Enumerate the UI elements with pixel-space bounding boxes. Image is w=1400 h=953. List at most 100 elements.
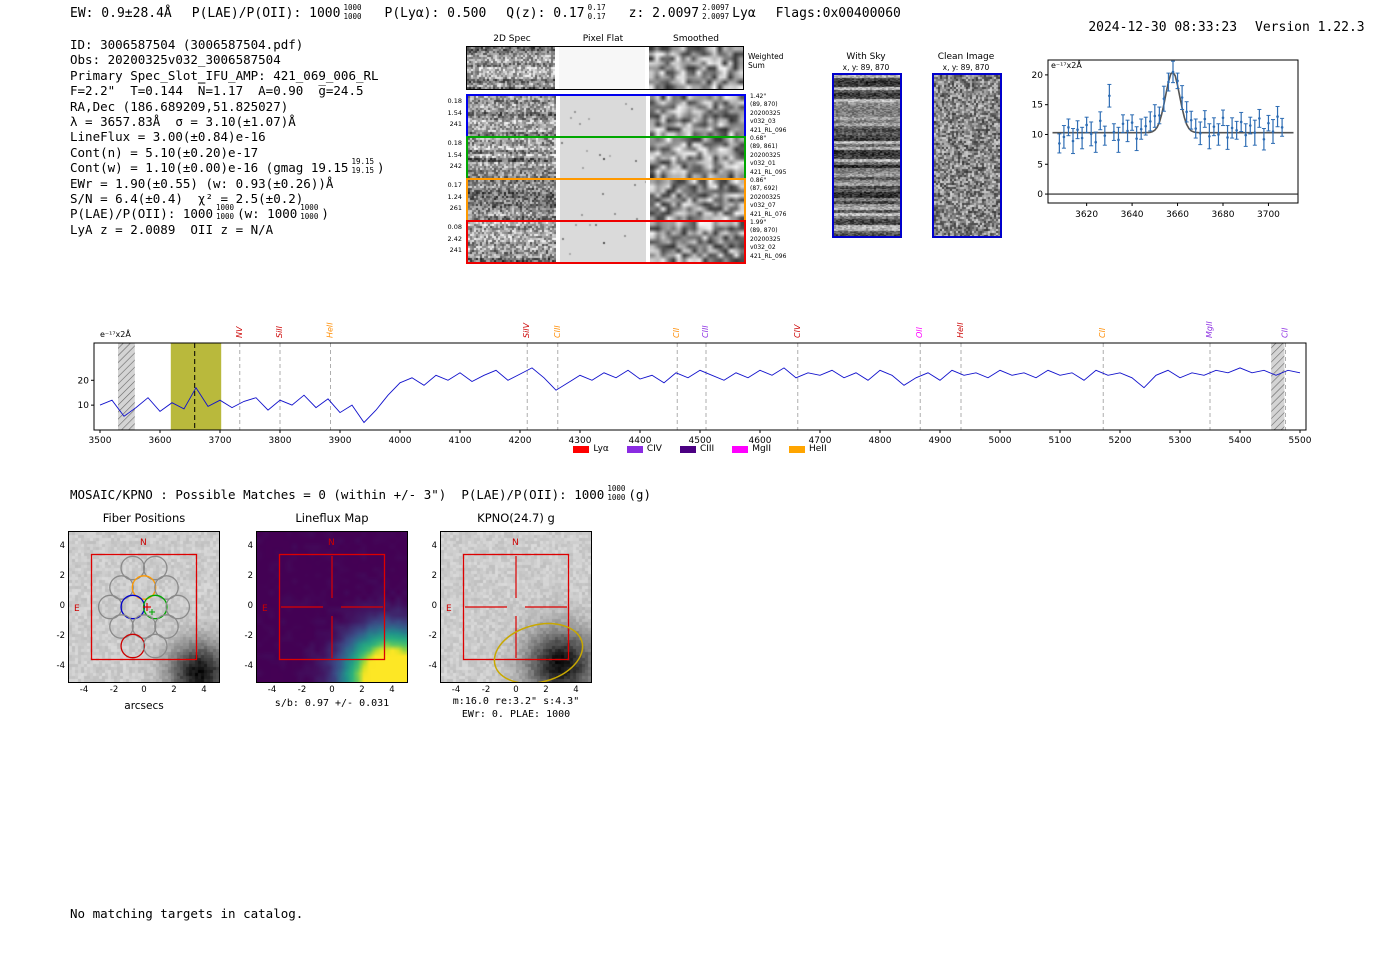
info-lambda-sigma: λ = 3657.83Å σ = 3.10(±1.07)Å: [70, 113, 296, 129]
lineflux-map-overlay: NE: [262, 538, 386, 661]
row-stat: 1.24: [447, 192, 462, 201]
y-tick-label: -2: [244, 631, 253, 641]
info-obs: Obs: 20200325v032_3006587504: [70, 52, 281, 68]
clean-image-title: Clean Image: [937, 52, 995, 62]
row-left-stats: 0.17 1.24 261: [424, 180, 462, 215]
info-primary-slot: Primary Spec_Slot_IFU_AMP: 421_069_006_R…: [70, 67, 379, 83]
timestamp: 2024-12-30 08:33:23: [1088, 20, 1238, 35]
plae-frac-bottom: 1000: [343, 11, 362, 21]
header-qz-label: Q(z): 0.17: [506, 6, 585, 22]
x-tick-label: 2: [359, 685, 365, 695]
mosaic-text: MOSAIC/KPNO : Possible Matches = 0 (with…: [70, 487, 605, 503]
qz-frac-top: 0.17: [587, 3, 606, 12]
plae-frac-2-bottom: 1000: [300, 212, 319, 221]
row-annotation-line: v032_03: [750, 118, 776, 126]
svg-text:4600: 4600: [749, 436, 772, 446]
svg-text:CIII: CIII: [701, 325, 710, 338]
legend-item: CIV: [626, 444, 662, 454]
row-stat: 1.54: [447, 108, 462, 117]
plae-frac-top: 1000: [343, 3, 362, 12]
x-tick-label: 4: [573, 685, 579, 695]
y-tick-label: 4: [59, 541, 65, 551]
legend-swatch: [732, 445, 749, 453]
x-tick-label: 2: [171, 685, 177, 695]
row-stat: 2.42: [447, 234, 462, 243]
info-cont-n: Cont(n) = 5.10(±0.20)e-17: [70, 144, 259, 160]
row-annotation-line: 421_RL_096: [750, 252, 787, 260]
y-tick-label: 0: [247, 601, 253, 611]
plae-text: P(LAE)/P(OII): 1000: [70, 206, 213, 222]
column-title-pixel-flat: Pixel Flat: [582, 34, 624, 44]
info-plae: P(LAE)/P(OII): 1000 1000 1000 (w: 1000 1000 1…: [70, 204, 385, 222]
x-tick-label: 0: [513, 685, 519, 695]
header-plae: P(LAE)/P(OII): 1000 1000 1000: [191, 3, 365, 22]
svg-text:N: N: [512, 538, 519, 548]
spec2d-fiber-row: [466, 178, 746, 222]
info-cont-w: Cont(w) = 1.10(±0.00)e-16 (gmag 19.15 19.…: [70, 158, 385, 176]
info-id: ID: 3006587504 (3006587504.pdf): [70, 37, 304, 52]
svg-text:5500: 5500: [1289, 436, 1312, 446]
weighted-label-line2: Sum: [748, 61, 765, 71]
header-flags: Flags:0x00400060: [775, 6, 901, 22]
svg-text:E: E: [74, 604, 80, 614]
row-left-stats: 0.18 1.54 242: [424, 138, 462, 173]
svg-text:3660: 3660: [1166, 210, 1189, 220]
svg-text:3640: 3640: [1121, 210, 1144, 220]
spec2d-fiber-row: [466, 136, 746, 180]
svg-text:5000: 5000: [989, 436, 1012, 446]
legend-label: CIII: [699, 444, 715, 454]
svg-text:3700: 3700: [209, 436, 232, 446]
legend-item: CIII: [679, 444, 715, 454]
x-tick-label: 4: [389, 685, 395, 695]
timestamp-version: 2024-12-30 08:33:23 Version 1.22.3: [1057, 5, 1364, 50]
row-annotation-line: 421_RL_096: [750, 126, 787, 134]
legend-label: HeII: [808, 444, 827, 454]
row-stat: 0.17: [447, 181, 462, 189]
mosaic-frac-bottom: 1000: [607, 492, 626, 502]
svg-text:4900: 4900: [929, 436, 952, 446]
svg-text:HeII: HeII: [325, 322, 334, 338]
x-tick-label: -4: [451, 685, 461, 695]
svg-text:20: 20: [78, 376, 90, 386]
flat-image: [560, 222, 646, 262]
svg-text:3700: 3700: [1257, 210, 1280, 220]
smooth-image: [650, 222, 744, 262]
z-fraction: 2.0097 2.0097: [702, 3, 730, 21]
x-tick-label: 0: [329, 685, 335, 695]
with-sky-coords: x, y: 89, 870: [842, 63, 890, 72]
spec-image: [468, 222, 556, 262]
row-stat: 1.54: [447, 150, 462, 159]
plae-frac-1-top: 1000: [216, 203, 235, 213]
z-frac-top: 2.0097: [702, 3, 730, 12]
header-plae-label: P(LAE)/P(OII): 1000: [191, 6, 341, 22]
legend-item: Lyα: [573, 444, 609, 454]
row-annotation-line: 1.99": [750, 219, 767, 226]
fiber-xlabel: arcsecs: [124, 700, 164, 712]
weighted-sum-row: [466, 46, 744, 90]
y-tick-label: -2: [428, 631, 437, 641]
legend-label: CIV: [646, 444, 662, 454]
svg-text:4300: 4300: [569, 436, 592, 446]
lineflux-caption: s/b: 0.97 +/- 0.031: [274, 698, 390, 709]
svg-text:SiII: SiII: [275, 325, 284, 338]
y-tick-label: 2: [59, 571, 65, 581]
row-annotation: 0.68" (89, 861) 20200325 v032_01 421_RL_095: [750, 135, 810, 177]
plae-frac-1: 1000 1000: [216, 204, 234, 221]
kpno-overlay: NE: [446, 538, 584, 682]
spec2d-fiber-row: [466, 94, 746, 138]
row-left-stats: 0.08 2.42 241: [424, 222, 462, 257]
info-ewr: EWr = 1.90(±0.55) (w: 0.93(±0.26))Å: [70, 175, 334, 191]
spec-image: [468, 138, 556, 178]
svg-text:4000: 4000: [389, 436, 412, 446]
svg-text:SiIV: SiIV: [522, 322, 531, 338]
info-lineflux: LineFlux = 3.00(±0.84)e-16: [70, 129, 266, 145]
header-ew: EW: 0.9±28.4Å: [70, 6, 172, 22]
legend-item: MgII: [732, 444, 771, 454]
row-left-stats: 0.18 1.54 241: [424, 96, 462, 131]
svg-text:15: 15: [1032, 101, 1043, 111]
svg-text:5200: 5200: [1109, 436, 1132, 446]
row-stat: 0.18: [447, 139, 462, 147]
